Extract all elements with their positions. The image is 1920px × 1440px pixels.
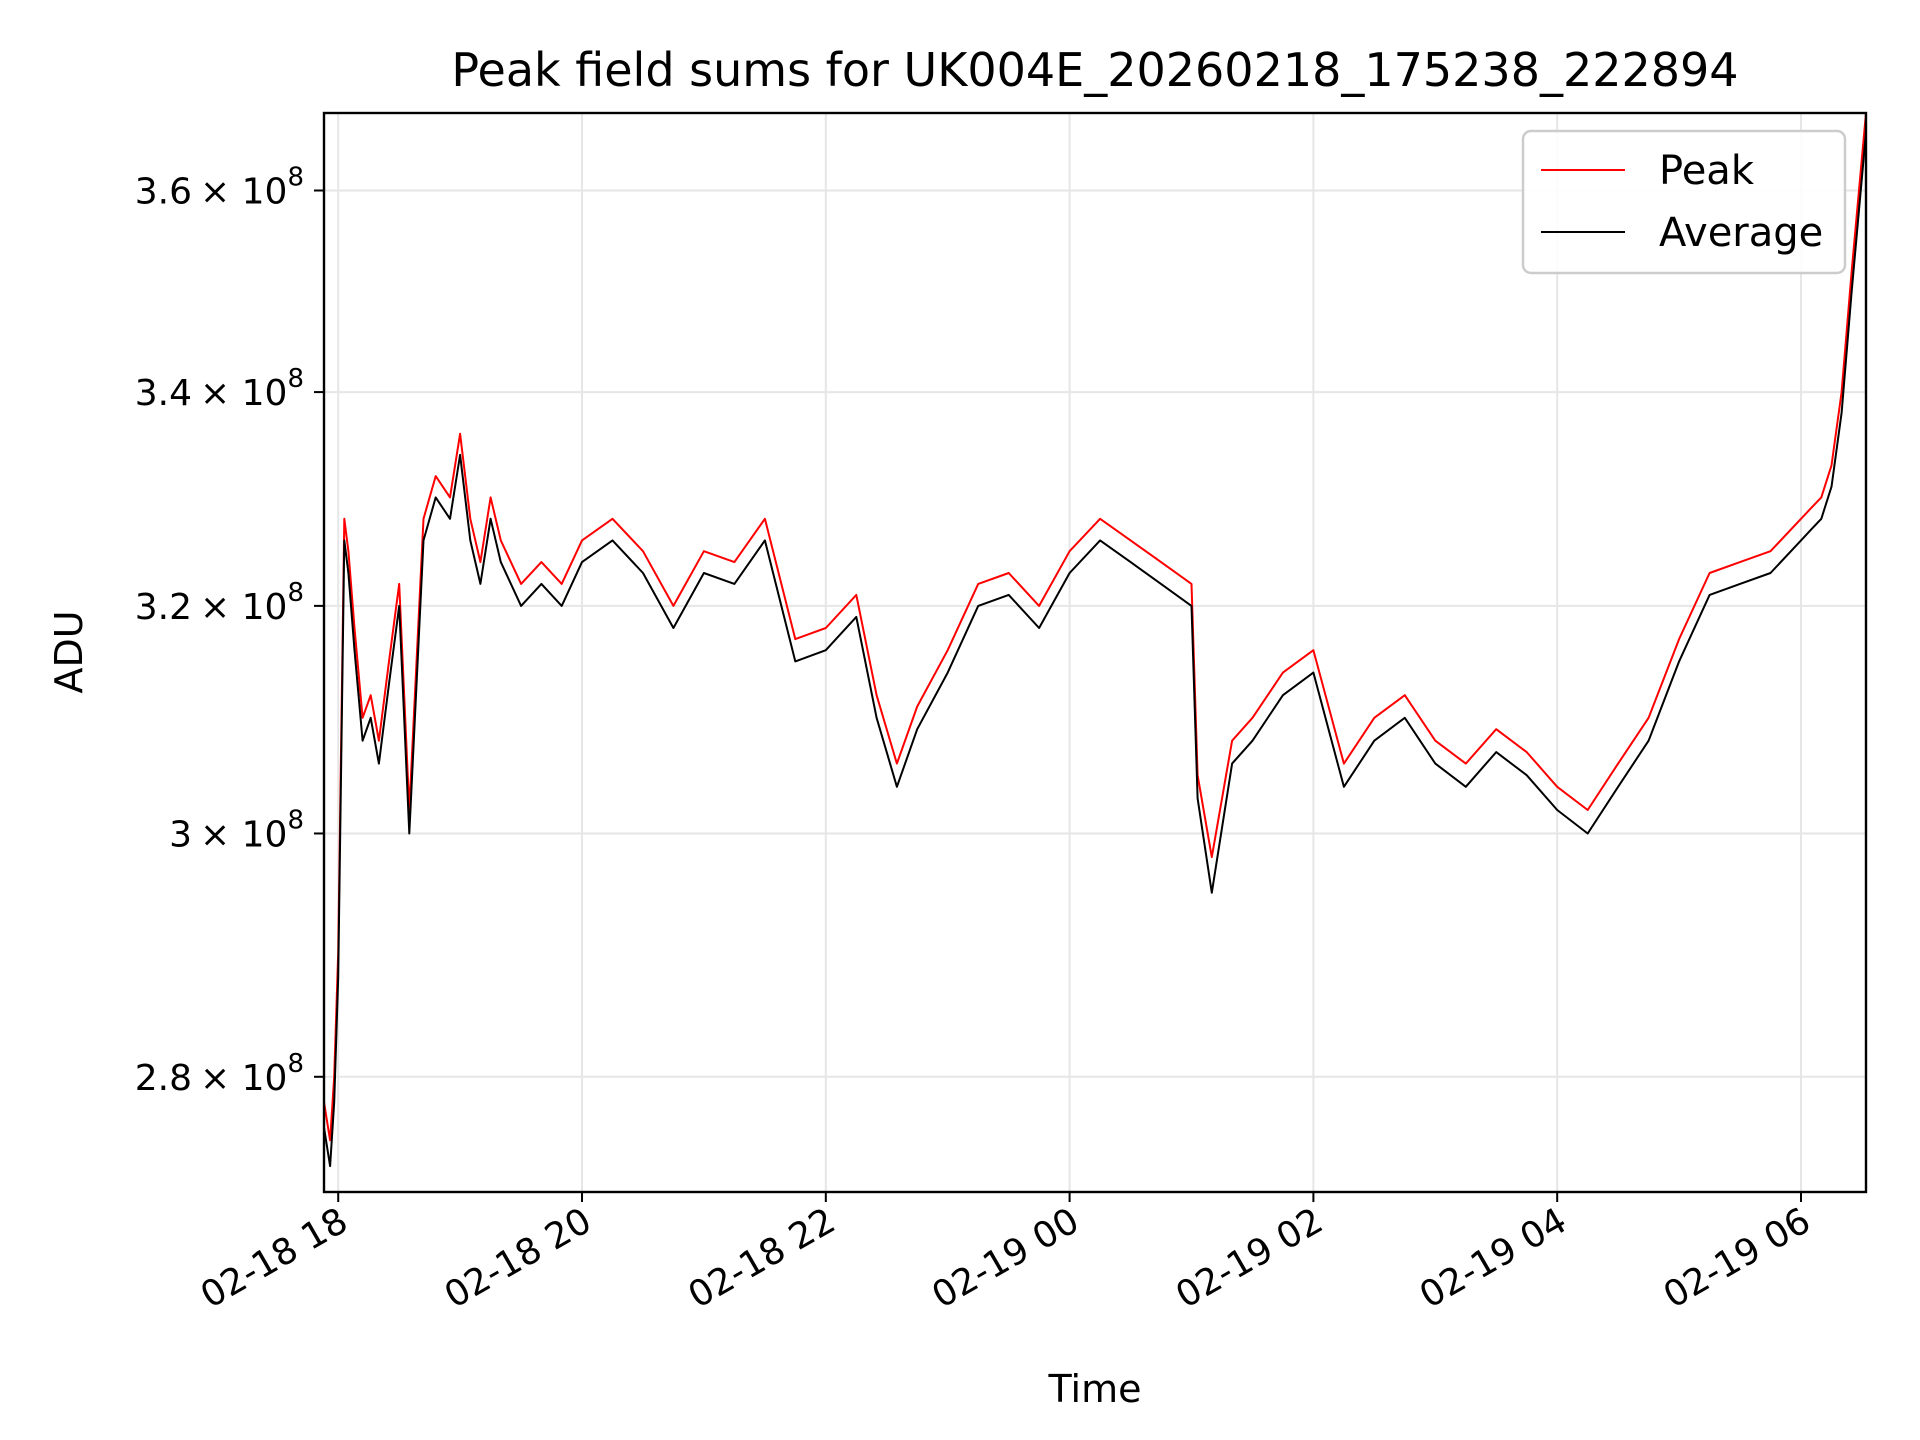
grid (324, 113, 1866, 1192)
x-tick-label: 02-19 00 (925, 1200, 1086, 1316)
y-tick-base: × 10 (200, 814, 287, 855)
y-tick-exponent: 8 (287, 805, 304, 835)
y-tick-base: × 10 (200, 172, 287, 213)
y-tick-mantissa: 3.6 (135, 172, 192, 213)
x-axis-label: Time (1048, 1367, 1142, 1411)
series-layer (324, 113, 1866, 1168)
y-tick-exponent: 8 (287, 163, 304, 193)
x-tick-label: 02-19 06 (1657, 1200, 1818, 1316)
y-tick-mantissa: 3 (169, 814, 192, 855)
legend-label-peak: Peak (1659, 148, 1755, 194)
y-tick-label: 3.4 × 108 (135, 364, 304, 414)
x-tick-label: 02-19 02 (1169, 1200, 1330, 1316)
series-line-average (324, 132, 1866, 1168)
legend: Peak Average (1521, 129, 1847, 275)
series-line-peak (324, 113, 1866, 1142)
y-tick-label: 2.8 × 108 (135, 1049, 304, 1099)
y-tick-base: × 10 (200, 1058, 287, 1099)
y-tick-base: × 10 (200, 373, 287, 414)
plot-frame (322, 111, 1868, 1194)
y-tick-mantissa: 2.8 (135, 1058, 192, 1099)
y-tick-label: 3.6 × 108 (135, 163, 304, 213)
y-tick-label: 3 × 108 (169, 805, 304, 855)
y-tick-exponent: 8 (287, 364, 304, 394)
y-tick-mantissa: 3.2 (135, 587, 192, 628)
y-tick-exponent: 8 (287, 1049, 304, 1079)
y-axis-label: ADU (47, 610, 91, 693)
x-tick-label: 02-18 22 (682, 1200, 843, 1316)
y-tick-label: 3.2 × 108 (135, 578, 304, 628)
x-tick-label: 02-19 04 (1413, 1200, 1574, 1316)
legend-frame (1521, 129, 1847, 275)
y-tick-exponent: 8 (287, 578, 304, 608)
chart-title: Peak field sums for UK004E_20260218_1752… (451, 43, 1738, 97)
y-tick-base: × 10 (200, 587, 287, 628)
y-tick-mantissa: 3.4 (135, 373, 192, 414)
legend-label-average: Average (1659, 210, 1823, 256)
x-tick-label: 02-18 20 (438, 1200, 599, 1316)
x-axis-ticks: 02-18 18 02-18 20 02-18 22 02-19 00 02-19 02… (194, 1192, 1817, 1317)
x-tick-label: 02-18 18 (194, 1200, 355, 1316)
